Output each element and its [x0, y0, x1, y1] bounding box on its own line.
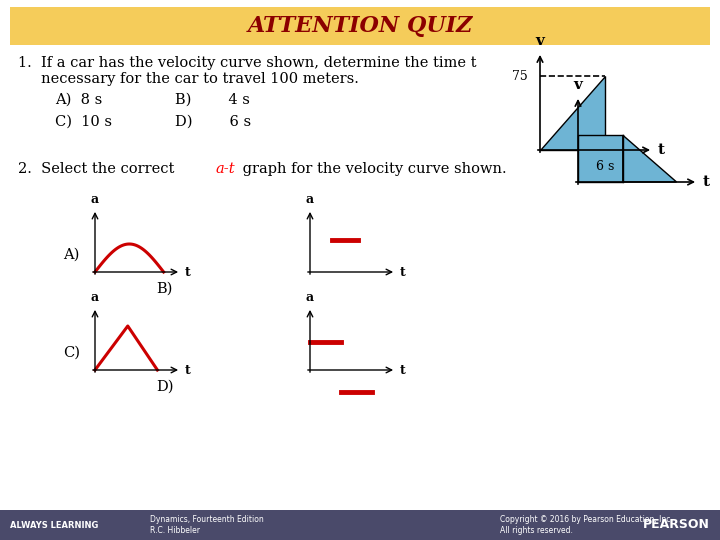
Text: B): B) — [156, 282, 172, 296]
Text: a: a — [306, 291, 314, 304]
Text: Dynamics, Fourteenth Edition
R.C. Hibbeler: Dynamics, Fourteenth Edition R.C. Hibbel… — [150, 515, 264, 535]
Text: graph for the velocity curve shown.: graph for the velocity curve shown. — [238, 162, 507, 176]
Text: D): D) — [156, 380, 174, 394]
Text: ATTENTION QUIZ: ATTENTION QUIZ — [247, 15, 473, 37]
Polygon shape — [623, 135, 677, 182]
Text: t: t — [185, 363, 191, 376]
Text: t: t — [400, 266, 406, 279]
FancyBboxPatch shape — [0, 510, 720, 540]
Text: t: t — [400, 363, 406, 376]
Text: A)  8 s: A) 8 s — [55, 93, 102, 107]
Text: C): C) — [63, 346, 80, 360]
Text: a: a — [91, 193, 99, 206]
Text: Copyright © 2016 by Pearson Education, Inc.
All rights reserved.: Copyright © 2016 by Pearson Education, I… — [500, 515, 672, 535]
FancyBboxPatch shape — [10, 7, 710, 45]
Text: v: v — [536, 34, 544, 48]
Text: a: a — [306, 193, 314, 206]
Text: a-t: a-t — [216, 162, 235, 176]
Text: 75: 75 — [512, 70, 528, 83]
Text: necessary for the car to travel 100 meters.: necessary for the car to travel 100 mete… — [18, 72, 359, 86]
Text: v: v — [574, 78, 582, 92]
Text: C)  10 s: C) 10 s — [55, 115, 112, 129]
Text: A): A) — [63, 248, 79, 262]
Text: ALWAYS LEARNING: ALWAYS LEARNING — [10, 521, 99, 530]
Text: a: a — [91, 291, 99, 304]
Text: B)        4 s: B) 4 s — [175, 93, 250, 107]
Text: PEARSON: PEARSON — [643, 518, 710, 531]
Text: D)        6 s: D) 6 s — [175, 115, 251, 129]
Text: t: t — [185, 266, 191, 279]
Text: t: t — [658, 143, 665, 157]
Text: 6 s: 6 s — [596, 160, 614, 173]
Text: t: t — [703, 175, 710, 189]
Polygon shape — [540, 76, 605, 150]
Text: 1.  If a car has the velocity curve shown, determine the time t: 1. If a car has the velocity curve shown… — [18, 56, 477, 70]
Polygon shape — [578, 135, 623, 182]
Text: 2.  Select the correct: 2. Select the correct — [18, 162, 179, 176]
